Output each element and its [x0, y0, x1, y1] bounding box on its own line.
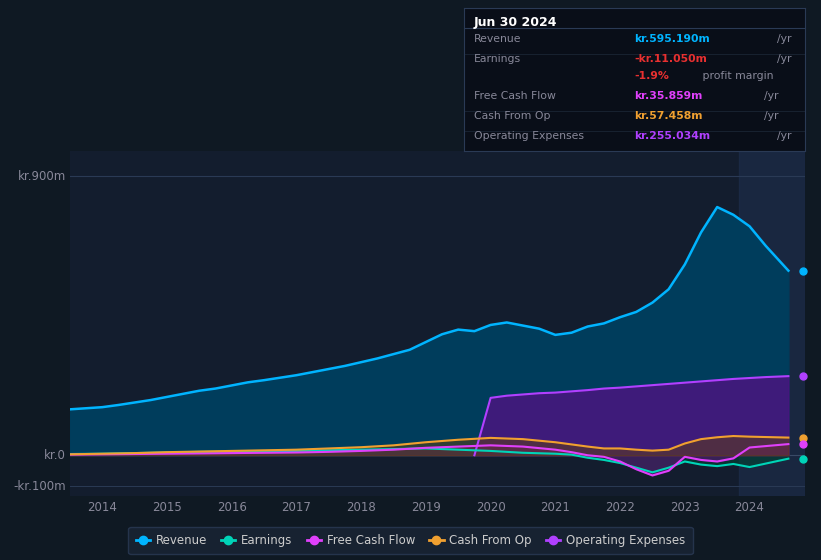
- Text: Jun 30 2024: Jun 30 2024: [474, 16, 557, 29]
- Text: kr.255.034m: kr.255.034m: [635, 131, 710, 141]
- Text: profit margin: profit margin: [699, 71, 773, 81]
- Text: /yr: /yr: [764, 111, 778, 121]
- Text: /yr: /yr: [764, 91, 778, 101]
- Text: kr.900m: kr.900m: [17, 170, 66, 183]
- Text: Earnings: Earnings: [474, 54, 521, 64]
- Text: Free Cash Flow: Free Cash Flow: [474, 91, 556, 101]
- Text: -1.9%: -1.9%: [635, 71, 669, 81]
- Text: -kr.100m: -kr.100m: [13, 480, 66, 493]
- Legend: Revenue, Earnings, Free Cash Flow, Cash From Op, Operating Expenses: Revenue, Earnings, Free Cash Flow, Cash …: [128, 527, 693, 554]
- Text: -kr.11.050m: -kr.11.050m: [635, 54, 707, 64]
- Text: kr.35.859m: kr.35.859m: [635, 91, 703, 101]
- Text: kr.595.190m: kr.595.190m: [635, 34, 710, 44]
- Text: Revenue: Revenue: [474, 34, 521, 44]
- Text: Operating Expenses: Operating Expenses: [474, 131, 584, 141]
- Text: Cash From Op: Cash From Op: [474, 111, 551, 121]
- Bar: [739, 151, 805, 496]
- Text: kr.57.458m: kr.57.458m: [635, 111, 703, 121]
- Text: /yr: /yr: [777, 131, 791, 141]
- Text: /yr: /yr: [777, 34, 791, 44]
- Text: /yr: /yr: [777, 54, 791, 64]
- Text: kr.0: kr.0: [44, 449, 66, 462]
